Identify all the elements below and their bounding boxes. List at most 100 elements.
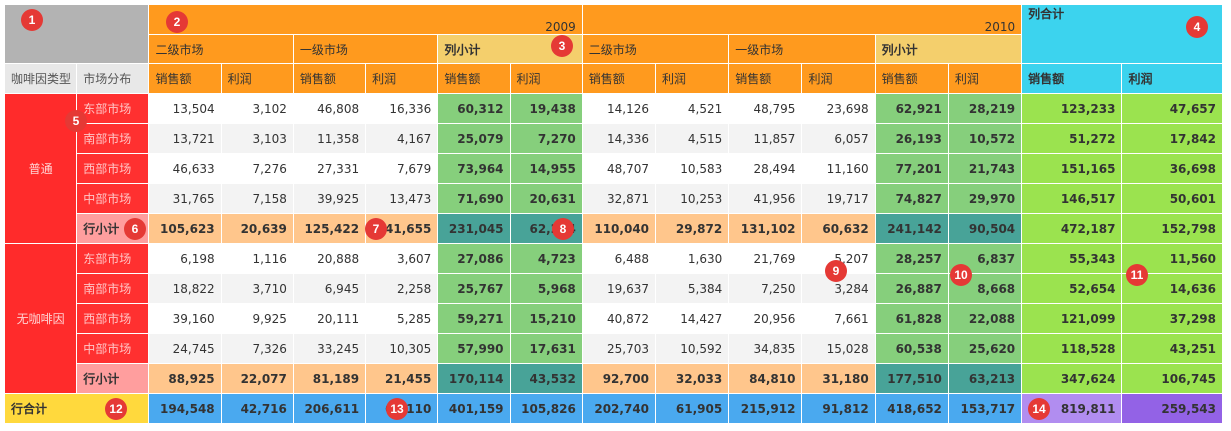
value-cell: 6,488 [581,243,657,274]
grand-total-value-cell: 153,717 [947,393,1023,424]
measure-header-profit: 利润 [220,63,294,94]
value-cell: 20,111 [292,303,367,334]
value-cell: 3,102 [220,93,294,124]
value-cell: 15,210 [509,303,583,334]
market-cell: 中部市场 [76,333,150,364]
value-cell: 22,088 [947,303,1023,334]
value-cell: 26,193 [874,123,949,154]
row-subtotal-label: 行小计 [76,363,150,394]
value-cell: 28,257 [874,243,949,274]
value-cell: 8,668 [947,273,1023,304]
subtotal-value-cell: 90,504 [947,213,1023,244]
value-cell: 151,165 [1021,153,1123,184]
value-cell: 37,298 [1121,303,1223,334]
market-cell: 东部市场 [76,93,150,124]
value-cell: 10,572 [947,123,1023,154]
value-cell: 28,494 [728,153,803,184]
market-cell: 西部市场 [76,303,150,334]
subtotal-value-cell: 32,033 [655,363,730,394]
subtotal-value-cell: 177,510 [874,363,949,394]
pivot-table: 2009 2010 列合计 二级市场 一级市场 列小计 二级市场 一级市场 列小计 咖啡因类型 市场… [3,4,1223,424]
data-row: 西部市场 46,633 7,276 27,331 7,679 73,964 14,955 48… [5,153,1223,184]
annotation-badge: 7 [365,218,387,240]
subtotal-value-cell: 60,632 [801,213,876,244]
value-cell: 17,631 [509,333,583,364]
header-row-markets: 二级市场 一级市场 列小计 二级市场 一级市场 列小计 [5,34,1223,64]
annotation-badge: 3 [551,35,573,57]
value-cell: 25,703 [581,333,657,364]
value-cell: 6,945 [292,273,367,304]
value-cell: 9,925 [220,303,294,334]
subtotal-value-cell: 110,040 [581,213,657,244]
value-cell: 23,698 [801,93,876,124]
measure-header-sales: 销售额 [292,63,367,94]
value-cell: 25,767 [437,273,511,304]
market-cell: 西部市场 [76,153,150,184]
grand-total-value-cell: 42,716 [220,393,294,424]
value-cell: 40,872 [581,303,657,334]
value-cell: 19,717 [801,183,876,214]
value-cell: 5,285 [365,303,439,334]
year-header-2010: 2010 [581,4,1023,35]
annotation-badge: 13 [386,398,408,420]
value-cell: 2,258 [365,273,439,304]
subtotal-value-cell: 347,624 [1021,363,1123,394]
subtotal-value-cell: 88,925 [148,363,222,394]
measure-header-profit: 利润 [365,63,439,94]
value-cell: 11,358 [292,123,367,154]
value-cell: 77,201 [874,153,949,184]
annotation-badge: 4 [1186,16,1208,38]
value-cell: 55,343 [1021,243,1123,274]
row-subtotal: 行小计 88,925 22,077 81,189 21,455 170,114 43,532… [5,363,1223,394]
value-cell: 41,956 [728,183,803,214]
value-cell: 18,822 [148,273,222,304]
measure-header-profit: 利润 [947,63,1023,94]
value-cell: 7,270 [509,123,583,154]
value-cell: 15,028 [801,333,876,364]
market-cell: 中部市场 [76,183,150,214]
value-cell: 14,427 [655,303,730,334]
value-cell: 146,517 [1021,183,1123,214]
value-cell: 1,116 [220,243,294,274]
value-cell: 28,219 [947,93,1023,124]
annotation-badge: 1 [21,9,43,31]
data-row: 南部市场 18,822 3,710 6,945 2,258 25,767 5,968 19,6… [5,273,1223,304]
subtotal-value-cell: 152,798 [1121,213,1223,244]
market-distribution-header: 市场分布 [76,63,150,94]
value-cell: 11,857 [728,123,803,154]
market-level-header: 二级市场 [581,34,730,64]
value-cell: 57,990 [437,333,511,364]
subtotal-value-cell: 241,142 [874,213,949,244]
value-cell: 14,126 [581,93,657,124]
value-cell: 20,956 [728,303,803,334]
grand-total-label: 行合计 [3,393,150,424]
value-cell: 73,964 [437,153,511,184]
value-cell: 4,167 [365,123,439,154]
value-cell: 11,160 [801,153,876,184]
value-cell: 27,331 [292,153,367,184]
grand-total-value-cell: 61,905 [655,393,730,424]
value-cell: 7,250 [728,273,803,304]
market-level-header: 一级市场 [292,34,439,64]
subtotal-value-cell: 43,532 [509,363,583,394]
value-cell: 123,233 [1021,93,1123,124]
row-subtotal: 行小计105,62320,639125,42241,655231,04562,2… [5,213,1223,244]
value-cell: 39,160 [148,303,222,334]
measure-header-sales: 销售额 [728,63,803,94]
value-cell: 6,198 [148,243,222,274]
value-cell: 17,842 [1121,123,1223,154]
col-total-measure-profit: 利润 [1121,63,1223,94]
subtotal-value-cell: 125,422 [292,213,367,244]
value-cell: 14,336 [581,123,657,154]
grand-total-value-cell: 105,826 [509,393,583,424]
value-cell: 19,637 [581,273,657,304]
col-subtotal-header: 列小计 [874,34,1023,64]
subtotal-value-cell: 106,745 [1121,363,1223,394]
market-cell: 南部市场 [76,273,150,304]
value-cell: 3,607 [365,243,439,274]
value-cell: 4,515 [655,123,730,154]
value-cell: 7,679 [365,153,439,184]
value-cell: 59,271 [437,303,511,334]
subtotal-value-cell: 22,077 [220,363,294,394]
value-cell: 46,808 [292,93,367,124]
